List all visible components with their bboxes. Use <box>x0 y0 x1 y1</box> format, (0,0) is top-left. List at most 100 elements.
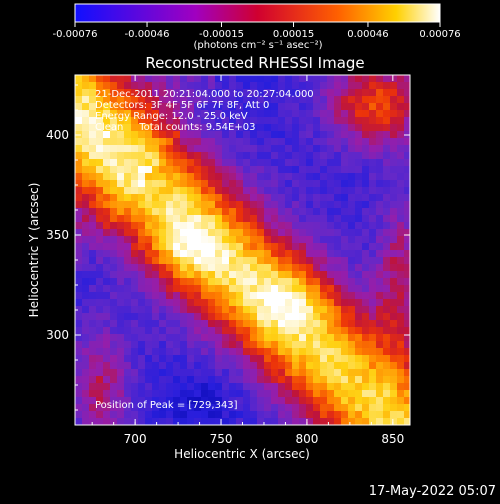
heatmap-cell <box>187 215 194 222</box>
heatmap-cell <box>152 404 159 411</box>
heatmap-cell <box>397 117 404 124</box>
heatmap-cell <box>397 201 404 208</box>
heatmap-cell <box>257 257 264 264</box>
colorbar-ticks: -0.00076 -0.00046 -0.00015 0.00015 0.00046 0.… <box>53 22 461 40</box>
heatmap-cell <box>299 180 306 187</box>
heatmap-cell <box>320 313 327 320</box>
heatmap-cell <box>103 222 110 229</box>
heatmap-cell <box>313 306 320 313</box>
heatmap-cell <box>236 229 243 236</box>
heatmap-cell <box>96 362 103 369</box>
heatmap-cell <box>292 271 299 278</box>
heatmap-cell <box>110 110 117 117</box>
heatmap-cell <box>103 327 110 334</box>
heatmap-cell <box>138 341 145 348</box>
heatmap-cell <box>208 82 215 89</box>
heatmap-cell <box>96 187 103 194</box>
heatmap-cell <box>383 327 390 334</box>
heatmap-cell <box>110 229 117 236</box>
heatmap-cell <box>383 390 390 397</box>
heatmap-cell <box>327 131 334 138</box>
heatmap-cell <box>103 187 110 194</box>
heatmap-cell <box>152 166 159 173</box>
heatmap-cell <box>285 404 292 411</box>
heatmap-cell <box>166 201 173 208</box>
heatmap-cell <box>250 418 257 425</box>
heatmap-cell <box>75 201 82 208</box>
heatmap-cell <box>320 306 327 313</box>
heatmap-cell <box>341 222 348 229</box>
heatmap-cell <box>299 313 306 320</box>
heatmap-cell <box>306 187 313 194</box>
heatmap-cell <box>180 208 187 215</box>
heatmap-cell <box>236 236 243 243</box>
heatmap-cell <box>124 264 131 271</box>
heatmap-cell <box>173 103 180 110</box>
heatmap-cell <box>124 348 131 355</box>
heatmap-cell <box>138 103 145 110</box>
heatmap-cell <box>362 236 369 243</box>
heatmap-cell <box>166 278 173 285</box>
heatmap-cell <box>124 250 131 257</box>
heatmap-cell <box>131 341 138 348</box>
footer-timestamp: 17-May-2022 05:07 <box>369 484 496 499</box>
heatmap-cell <box>117 180 124 187</box>
heatmap-cell <box>110 243 117 250</box>
heatmap-cell <box>208 145 215 152</box>
heatmap-cell <box>313 341 320 348</box>
heatmap-cell <box>222 173 229 180</box>
heatmap-cell <box>369 313 376 320</box>
heatmap-cell <box>138 166 145 173</box>
heatmap-cell <box>187 411 194 418</box>
heatmap-cell <box>292 138 299 145</box>
heatmap-cell <box>278 306 285 313</box>
heatmap-cell <box>355 194 362 201</box>
heatmap-cell <box>334 250 341 257</box>
heatmap-cell <box>110 159 117 166</box>
heatmap-cell <box>194 355 201 362</box>
heatmap-cell <box>201 313 208 320</box>
heatmap-cell <box>124 243 131 250</box>
heatmap-cell <box>362 124 369 131</box>
heatmap-cell <box>369 194 376 201</box>
heatmap-cell <box>327 376 334 383</box>
heatmap-cell <box>271 208 278 215</box>
heatmap-cell <box>271 334 278 341</box>
heatmap-cell <box>110 341 117 348</box>
heatmap-cell <box>348 292 355 299</box>
heatmap-cell <box>285 103 292 110</box>
heatmap-cell <box>124 75 131 82</box>
heatmap-cell <box>145 187 152 194</box>
heatmap-cell <box>243 278 250 285</box>
heatmap-cell <box>397 355 404 362</box>
heatmap-cell <box>313 131 320 138</box>
heatmap-cell <box>285 278 292 285</box>
heatmap-cell <box>166 229 173 236</box>
heatmap-cell <box>397 96 404 103</box>
heatmap-cell <box>208 327 215 334</box>
heatmap-cell <box>173 159 180 166</box>
heatmap-cell <box>208 285 215 292</box>
heatmap-cell <box>348 390 355 397</box>
heatmap-cell <box>313 159 320 166</box>
heatmap-cell <box>376 236 383 243</box>
heatmap-cell <box>159 194 166 201</box>
heatmap-cell <box>404 152 410 159</box>
heatmap-cell <box>173 173 180 180</box>
heatmap-cell <box>103 369 110 376</box>
heatmap-cell <box>264 418 271 425</box>
heatmap-cell <box>383 152 390 159</box>
heatmap-cell <box>180 376 187 383</box>
heatmap-cell <box>194 341 201 348</box>
heatmap-cell <box>397 194 404 201</box>
heatmap-cell <box>327 320 334 327</box>
heatmap-cell <box>236 250 243 257</box>
heatmap-cell <box>152 243 159 250</box>
heatmap-cell <box>208 194 215 201</box>
heatmap-cell <box>201 271 208 278</box>
heatmap-cell <box>278 369 285 376</box>
heatmap-cell <box>313 271 320 278</box>
heatmap-cell <box>390 208 397 215</box>
heatmap-cell <box>75 320 82 327</box>
heatmap-cell <box>166 145 173 152</box>
